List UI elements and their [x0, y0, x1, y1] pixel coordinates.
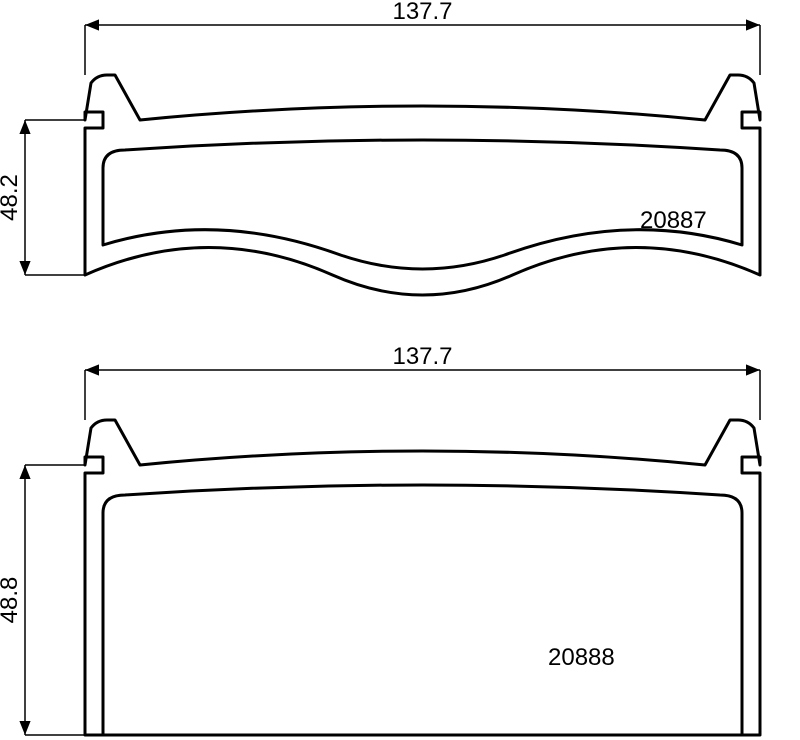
- part-number-label: 20888: [548, 644, 615, 671]
- friction-pad-outline: [103, 485, 742, 735]
- friction-pad-outline: [103, 140, 742, 269]
- brake-pad-bottom: 137.7 48.8 20888: [0, 343, 760, 735]
- height-dimension-label: 48.8: [0, 577, 23, 624]
- part-number-label: 20887: [640, 207, 707, 234]
- backing-plate-outline: [85, 420, 760, 735]
- backing-plate-outline: [85, 75, 760, 295]
- brake-pad-top: 137.7 48.2 20887: [0, 0, 760, 295]
- width-dimension-label: 137.7: [392, 0, 452, 25]
- height-dimension-label: 48.2: [0, 174, 23, 221]
- width-dimension-label: 137.7: [392, 343, 452, 370]
